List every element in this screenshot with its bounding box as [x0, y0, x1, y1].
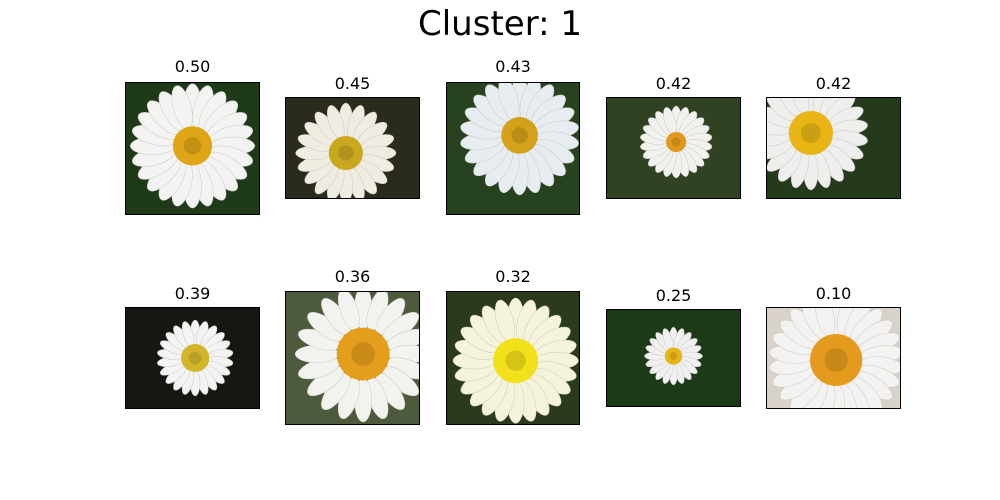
petals: [644, 326, 703, 386]
flower-center: [336, 327, 390, 381]
petals: [294, 292, 419, 423]
daisy-thumbnail: [606, 309, 741, 407]
daisy-thumbnail: [125, 307, 260, 409]
daisy-thumbnail: [285, 291, 420, 425]
petals: [767, 98, 868, 191]
petals: [640, 105, 713, 179]
petals: [460, 83, 579, 196]
petals: [452, 297, 579, 424]
flower-center: [788, 111, 833, 155]
daisy-thumbnail: [125, 82, 260, 215]
similarity-score: 0.42: [815, 74, 852, 93]
similarity-score: 0.36: [334, 267, 371, 286]
flower-center: [501, 117, 538, 154]
flower-center: [181, 344, 210, 372]
flower-center: [810, 334, 863, 386]
flower-center: [493, 338, 539, 384]
daisy-thumbnail: [446, 82, 580, 215]
petals: [130, 83, 255, 209]
daisy-thumbnail: [285, 97, 420, 199]
similarity-score: 0.25: [655, 286, 692, 305]
petals: [295, 102, 397, 198]
flower-center: [664, 347, 683, 365]
similarity-score: 0.32: [495, 267, 531, 286]
daisy-thumbnail: [766, 97, 901, 199]
similarity-score: 0.42: [655, 74, 692, 93]
flower-center: [172, 126, 213, 166]
flower-center: [328, 136, 363, 170]
similarity-score: 0.39: [174, 284, 211, 303]
similarity-score: 0.43: [495, 57, 531, 76]
similarity-score: 0.45: [334, 74, 371, 93]
figure-title: Cluster: 1: [418, 4, 582, 44]
daisy-thumbnail: [446, 291, 580, 425]
similarity-score: 0.50: [174, 57, 211, 76]
daisy-thumbnail: [766, 307, 901, 409]
petals: [157, 319, 234, 397]
daisy-thumbnail: [606, 97, 741, 199]
similarity-score: 0.10: [815, 284, 852, 303]
flower-center: [666, 132, 687, 152]
